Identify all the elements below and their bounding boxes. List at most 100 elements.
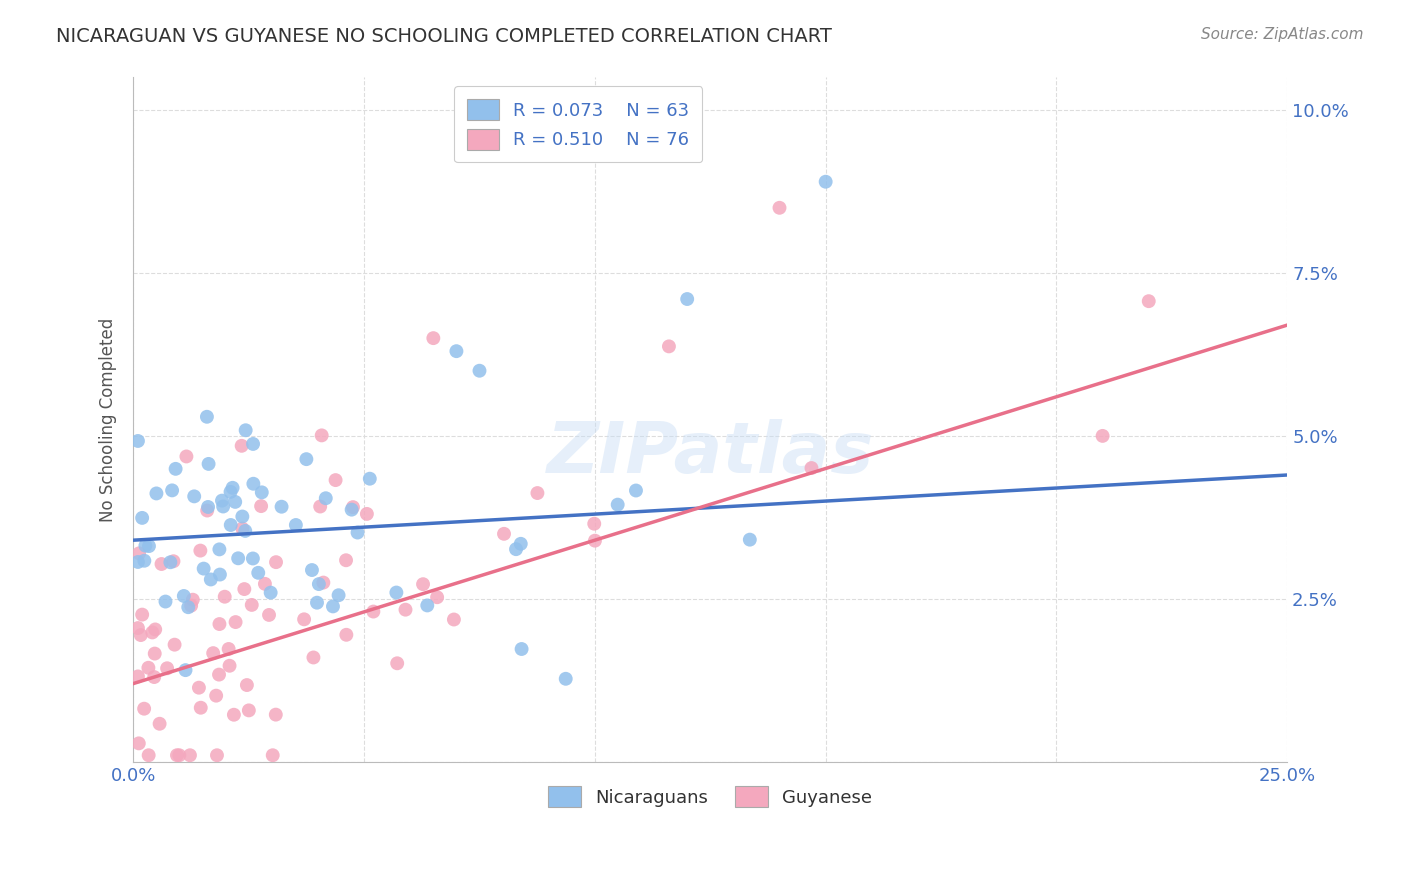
Point [235, 423, 257, 437]
Point [247, 566, 270, 580]
Point [359, 472, 381, 486]
Point [363, 605, 385, 619]
Text: Source: ZipAtlas.com: Source: ZipAtlas.com [1201, 27, 1364, 42]
Point [218, 658, 240, 673]
Point [231, 522, 253, 536]
Point [128, 546, 150, 560]
Point [312, 575, 335, 590]
Point [264, 707, 287, 722]
Point [328, 588, 350, 602]
Point [155, 594, 177, 608]
Point [138, 748, 160, 763]
Point [468, 364, 491, 378]
Point [253, 577, 276, 591]
Point [162, 554, 184, 568]
Point [214, 590, 236, 604]
Point [150, 557, 173, 571]
Point [583, 533, 606, 548]
Point [233, 582, 256, 596]
Point [205, 748, 228, 763]
Point [180, 599, 202, 613]
Point [208, 667, 231, 681]
Point [1137, 294, 1160, 309]
Point [169, 748, 191, 763]
Point [145, 486, 167, 500]
Point [242, 476, 264, 491]
Y-axis label: No Schooling Completed: No Schooling Completed [100, 318, 117, 522]
Point [160, 483, 183, 498]
Point [340, 502, 363, 516]
Point [335, 553, 357, 567]
Point [325, 473, 347, 487]
Point [270, 500, 292, 514]
Point [166, 748, 188, 763]
Point [127, 434, 149, 448]
Point [250, 499, 273, 513]
Point [315, 491, 337, 506]
Point [422, 331, 444, 345]
Point [224, 495, 246, 509]
Point [205, 689, 228, 703]
Point [176, 450, 198, 464]
Point [138, 661, 160, 675]
Point [240, 598, 263, 612]
Point [190, 700, 212, 714]
Point [624, 483, 647, 498]
Point [231, 509, 253, 524]
Point [260, 585, 283, 599]
Point [342, 500, 364, 515]
Point [335, 628, 357, 642]
Point [385, 585, 408, 599]
Point [134, 539, 156, 553]
Point [222, 707, 245, 722]
Point [221, 481, 243, 495]
Point [505, 542, 527, 557]
Point [197, 457, 219, 471]
Point [583, 516, 606, 531]
Point [262, 748, 284, 763]
Point [606, 498, 628, 512]
Point [149, 716, 172, 731]
Point [443, 613, 465, 627]
Point [394, 602, 416, 616]
Point [134, 554, 156, 568]
Text: ZIPatlas: ZIPatlas [547, 419, 875, 488]
Point [143, 647, 166, 661]
Point [492, 526, 515, 541]
Point [738, 533, 761, 547]
Point [309, 500, 332, 514]
Point [242, 551, 264, 566]
Point [193, 561, 215, 575]
Point [295, 452, 318, 467]
Point [250, 485, 273, 500]
Point [526, 486, 548, 500]
Point [219, 518, 242, 533]
Point [554, 672, 576, 686]
Point [127, 555, 149, 569]
Point [138, 539, 160, 553]
Point [510, 642, 533, 657]
Point [208, 617, 231, 632]
Point [225, 615, 247, 629]
Point [128, 736, 150, 750]
Point [159, 555, 181, 569]
Point [814, 175, 837, 189]
Point [800, 461, 823, 475]
Point [238, 703, 260, 717]
Point [412, 577, 434, 591]
Point [356, 507, 378, 521]
Point [163, 638, 186, 652]
Point [202, 646, 225, 660]
Point [308, 577, 330, 591]
Point [197, 500, 219, 514]
Point [311, 428, 333, 442]
Point [131, 511, 153, 525]
Point [179, 748, 201, 763]
Point [127, 669, 149, 683]
Point [676, 292, 699, 306]
Point [322, 599, 344, 614]
Point [143, 623, 166, 637]
Point [219, 484, 242, 499]
Point [284, 518, 307, 533]
Point [509, 537, 531, 551]
